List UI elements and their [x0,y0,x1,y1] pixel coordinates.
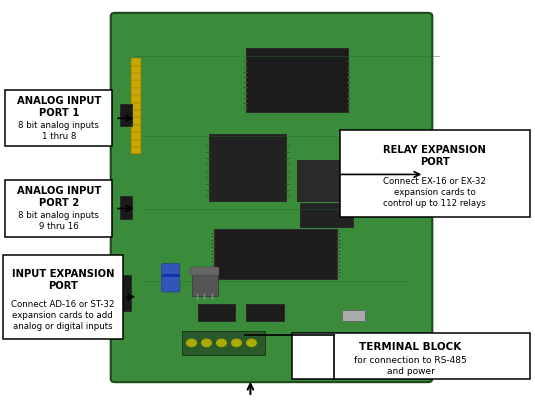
Circle shape [217,339,226,346]
Bar [131,58,141,154]
Text: ANALOG INPUT
PORT 1: ANALOG INPUT PORT 1 [17,96,101,118]
Bar [190,267,219,275]
Text: 8 bit analog inputs
1 thru 8: 8 bit analog inputs 1 thru 8 [18,121,100,140]
FancyBboxPatch shape [340,130,530,217]
Circle shape [232,339,241,346]
Bar [119,275,131,311]
Bar [246,48,348,112]
Text: 8 bit analog inputs
9 thru 16: 8 bit analog inputs 9 thru 16 [18,211,100,231]
FancyBboxPatch shape [292,333,530,379]
Bar [423,159,431,162]
FancyBboxPatch shape [5,180,112,237]
Bar [182,331,265,355]
Bar [423,181,431,184]
Circle shape [187,339,196,346]
Bar [423,194,431,197]
Bar [120,104,132,126]
Text: Connect AD-16 or ST-32
expansion cards to add
analog or digital inputs: Connect AD-16 or ST-32 expansion cards t… [11,300,114,330]
Text: Connect EX-16 or EX-32
expansion cards to
control up to 112 relays: Connect EX-16 or EX-32 expansion cards t… [383,177,486,208]
Circle shape [247,339,256,346]
FancyBboxPatch shape [5,90,112,146]
Bar [198,304,235,321]
Bar [410,154,423,200]
Circle shape [202,339,211,346]
FancyBboxPatch shape [111,13,432,382]
Bar [209,134,286,200]
Bar [423,190,431,193]
Bar [246,304,284,321]
Bar [423,172,431,175]
Text: RELAY EXPANSION
PORT: RELAY EXPANSION PORT [383,145,486,167]
Bar [423,186,431,188]
Bar [423,168,431,171]
FancyBboxPatch shape [162,263,180,292]
Bar [423,164,431,166]
Text: for connection to RS-485
and power: for connection to RS-485 and power [354,356,467,376]
Text: TERMINAL BLOCK: TERMINAL BLOCK [360,342,462,352]
Text: INPUT EXPANSION
PORT: INPUT EXPANSION PORT [12,269,114,291]
Bar [297,160,364,200]
Bar [342,310,365,321]
Bar [300,203,353,227]
Bar [120,196,132,219]
Text: ANALOG INPUT
PORT 2: ANALOG INPUT PORT 2 [17,186,101,208]
FancyBboxPatch shape [192,268,218,296]
FancyBboxPatch shape [3,255,123,339]
Bar [214,229,337,279]
Bar [423,177,431,180]
